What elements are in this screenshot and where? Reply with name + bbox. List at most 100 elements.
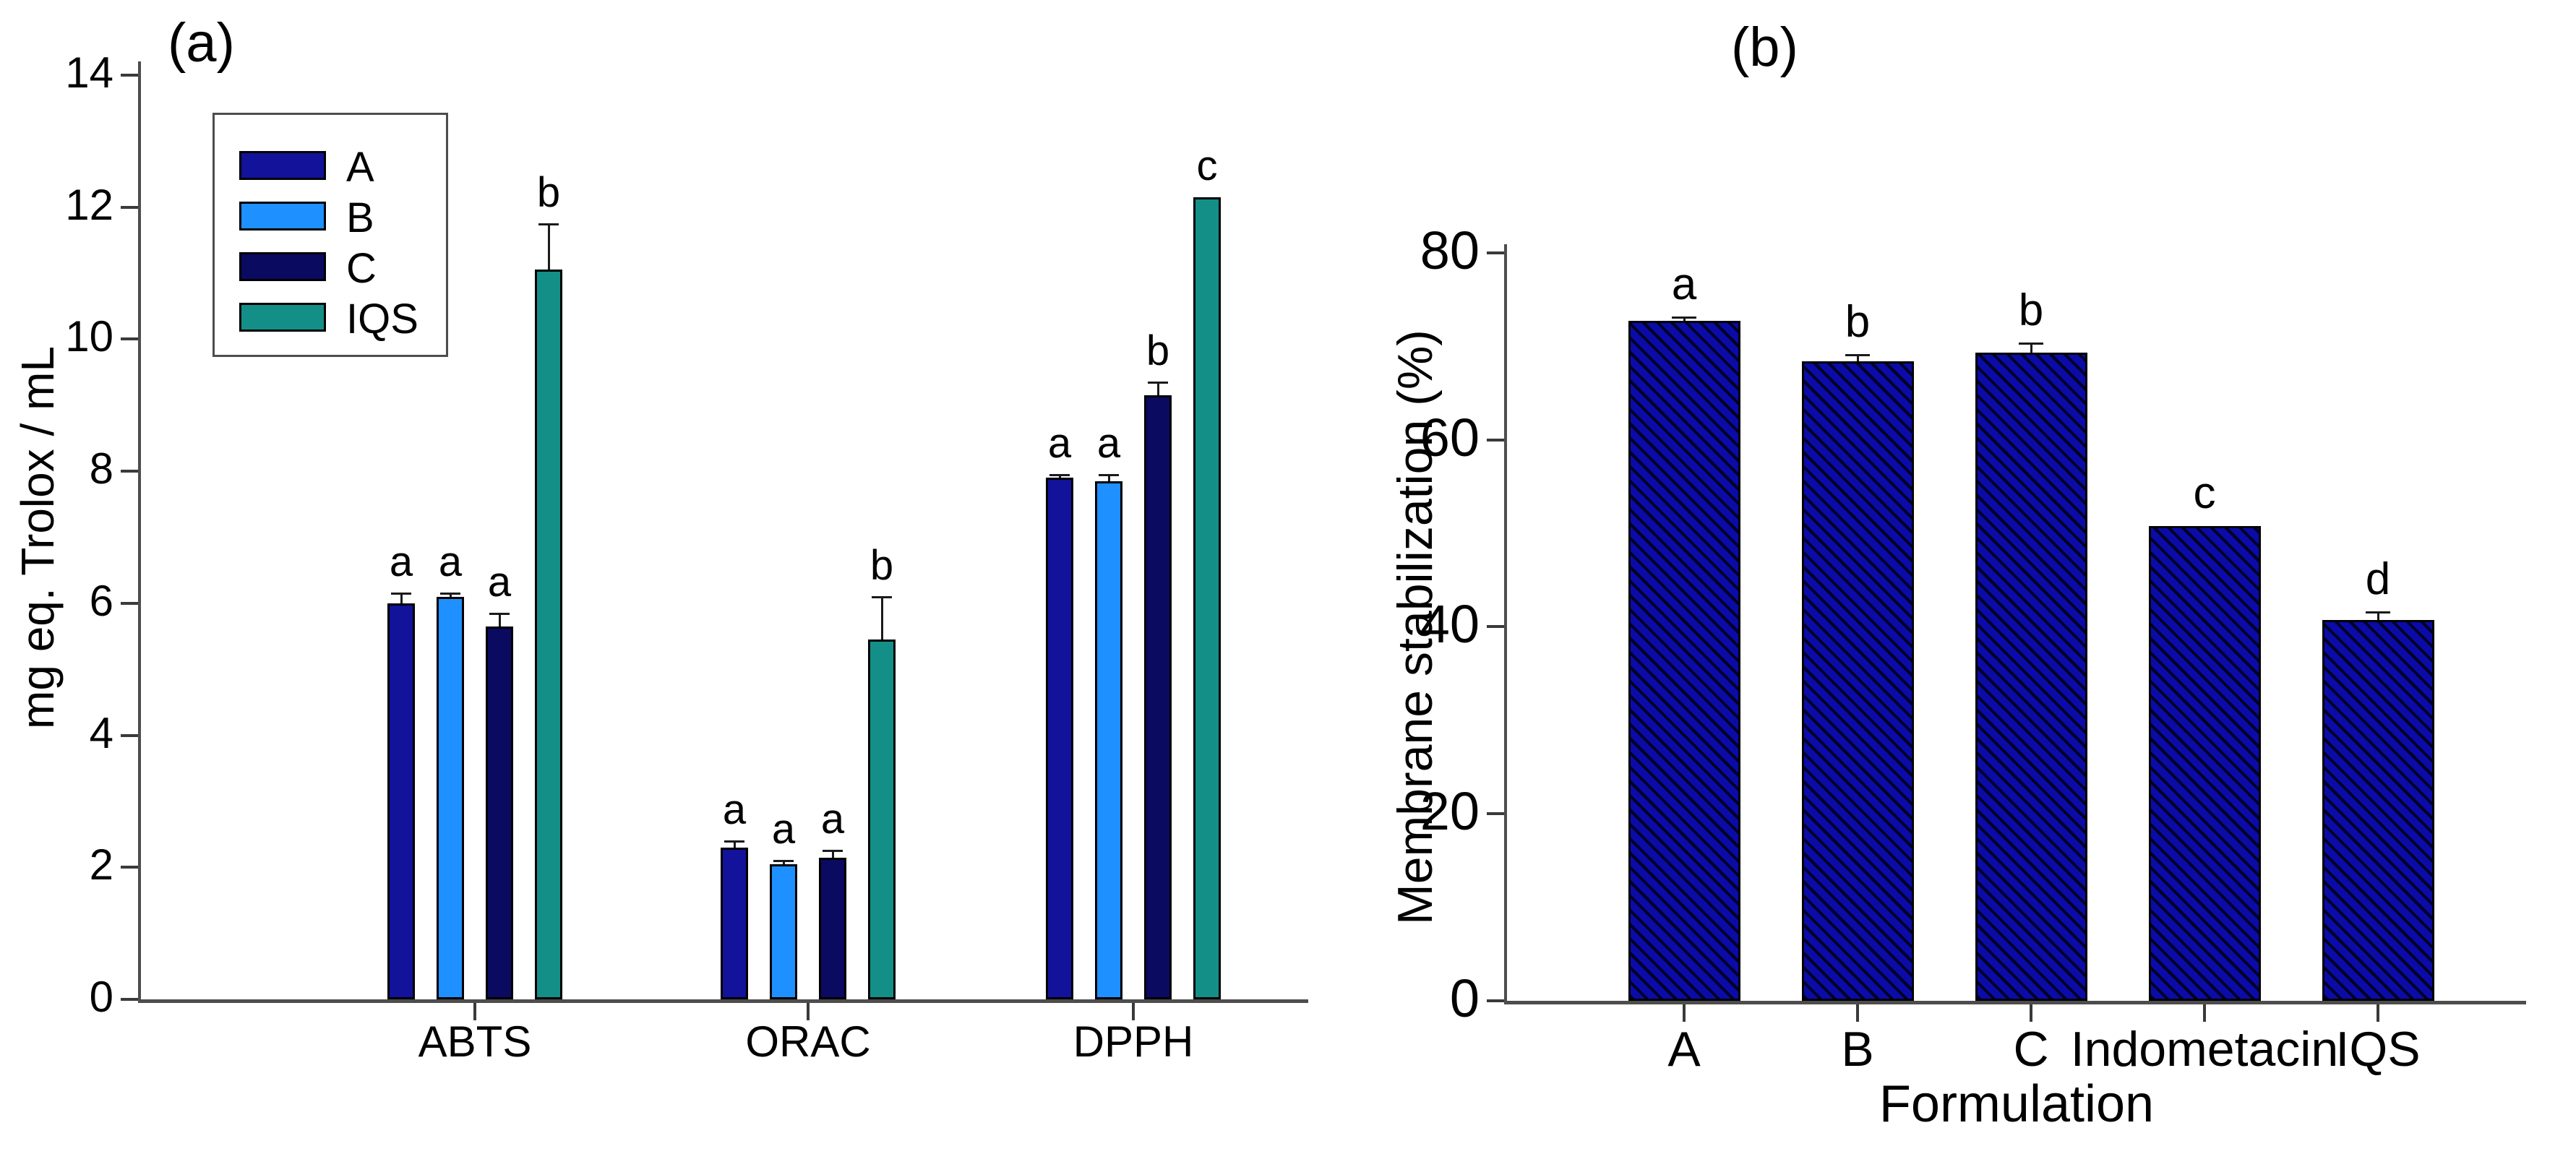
y-tick-mark (1487, 438, 1504, 442)
y-tick-mark (1487, 251, 1504, 254)
significance-letter: b (536, 168, 561, 216)
bar-b (1801, 361, 1914, 1001)
significance-letter: b (870, 541, 894, 589)
bar-a (1628, 321, 1740, 1001)
legend-label-c: C (346, 245, 377, 292)
error-bar-cap (489, 612, 510, 615)
significance-letter: b (1845, 296, 1871, 347)
error-bar-cap (440, 593, 460, 595)
x-axis-line (138, 999, 1308, 1003)
error-bar-cap (1049, 473, 1070, 476)
error-bar-line (400, 593, 403, 603)
legend-swatch-b (239, 202, 326, 231)
y-tick-label: 0 (89, 973, 113, 1021)
bar-a-dpph (1046, 478, 1073, 999)
x-category-label: IQS (2335, 1022, 2421, 1077)
error-bar-line (1107, 474, 1110, 481)
error-bar-line (1856, 354, 1859, 361)
error-bar-cap (724, 840, 744, 843)
bar-c-abts (486, 626, 513, 999)
y-tick-label: 20 (1420, 781, 1480, 842)
error-bar-cap (872, 595, 892, 598)
significance-letter: a (771, 806, 796, 853)
bar-b-abts (437, 596, 464, 999)
error-bar-cap (1099, 473, 1119, 476)
significance-letter: b (1146, 327, 1170, 374)
y-tick-mark (121, 205, 138, 209)
significance-letter: a (722, 785, 747, 833)
error-bar-cap (823, 850, 843, 853)
bar-c-dpph (1144, 395, 1172, 999)
y-tick-mark (121, 73, 138, 77)
y-tick-label: 10 (65, 312, 113, 361)
x-tick-mark (2203, 1004, 2206, 1022)
bar-c-orac (819, 857, 846, 999)
error-bar-line (2030, 343, 2032, 353)
bar-b-orac (770, 864, 797, 999)
y-tick-mark (121, 998, 138, 1001)
error-bar-line (498, 613, 501, 626)
y-tick-label: 80 (1420, 220, 1480, 280)
significance-letter: a (1671, 259, 1697, 310)
x-tick-mark (2030, 1004, 2032, 1022)
x-axis-line (1504, 1001, 2526, 1004)
significance-letter: a (820, 796, 845, 843)
y-tick-mark (121, 601, 138, 605)
significance-letter: c (2193, 468, 2216, 518)
error-bar-line (547, 223, 550, 270)
x-category-label: ABTS (418, 1017, 532, 1066)
legend-label-b: B (346, 194, 374, 241)
x-category-label: A (1667, 1022, 1701, 1077)
y-tick-label: 6 (89, 576, 113, 625)
legend-label-a: A (346, 144, 374, 191)
significance-letter: a (487, 558, 512, 606)
error-bar-cap (773, 860, 794, 863)
y-tick-mark (1487, 812, 1504, 816)
y-tick-label: 40 (1420, 594, 1480, 655)
x-category-label: B (1841, 1022, 1874, 1077)
x-category-label: Indometacin (2070, 1022, 2339, 1077)
x-tick-mark (1856, 1004, 1859, 1022)
y-tick-label: 4 (89, 708, 113, 757)
y-tick-mark (121, 470, 138, 473)
bar-iqs (2322, 620, 2434, 1001)
y-tick-label: 12 (65, 180, 113, 229)
y-tick-mark (1487, 999, 1504, 1002)
bar-iqs-dpph (1193, 197, 1221, 999)
y-axis-line (138, 61, 141, 1002)
y-axis-line (1504, 244, 1507, 1004)
legend-swatch-a (239, 151, 326, 180)
significance-letter: a (389, 538, 413, 586)
bar-iqs-abts (535, 270, 562, 999)
legend-box: A B C IQS (212, 113, 448, 357)
x-tick-mark (473, 1003, 476, 1020)
y-tick-label: 8 (89, 444, 113, 494)
y-tick-label: 2 (89, 840, 113, 890)
bar-b-dpph (1095, 481, 1122, 999)
error-bar-cap (1672, 317, 1696, 319)
error-bar-line (2377, 611, 2379, 621)
significance-letter: a (1047, 419, 1072, 467)
y-tick-mark (121, 337, 138, 341)
bar-indometacin (2148, 525, 2261, 1001)
significance-letter: d (2365, 554, 2391, 604)
significance-letter: b (2018, 285, 2044, 336)
error-bar-cap (538, 223, 559, 225)
error-bar-line (733, 840, 736, 848)
panel-b-label: (b) (1731, 17, 1798, 78)
error-bar-line (880, 596, 883, 640)
error-bar-cap (391, 593, 411, 595)
y-tick-label: 0 (1449, 968, 1480, 1028)
error-bar-line (1058, 474, 1061, 478)
error-bar-line (1156, 382, 1159, 396)
error-bar-line (449, 593, 452, 597)
y-tick-mark (121, 733, 138, 737)
x-tick-mark (1683, 1004, 1686, 1022)
error-bar-cap (2019, 343, 2043, 345)
y-tick-label: 14 (65, 48, 113, 97)
legend-swatch-c (239, 252, 326, 281)
error-bar-line (831, 851, 834, 858)
x-category-label: C (2013, 1022, 2049, 1077)
